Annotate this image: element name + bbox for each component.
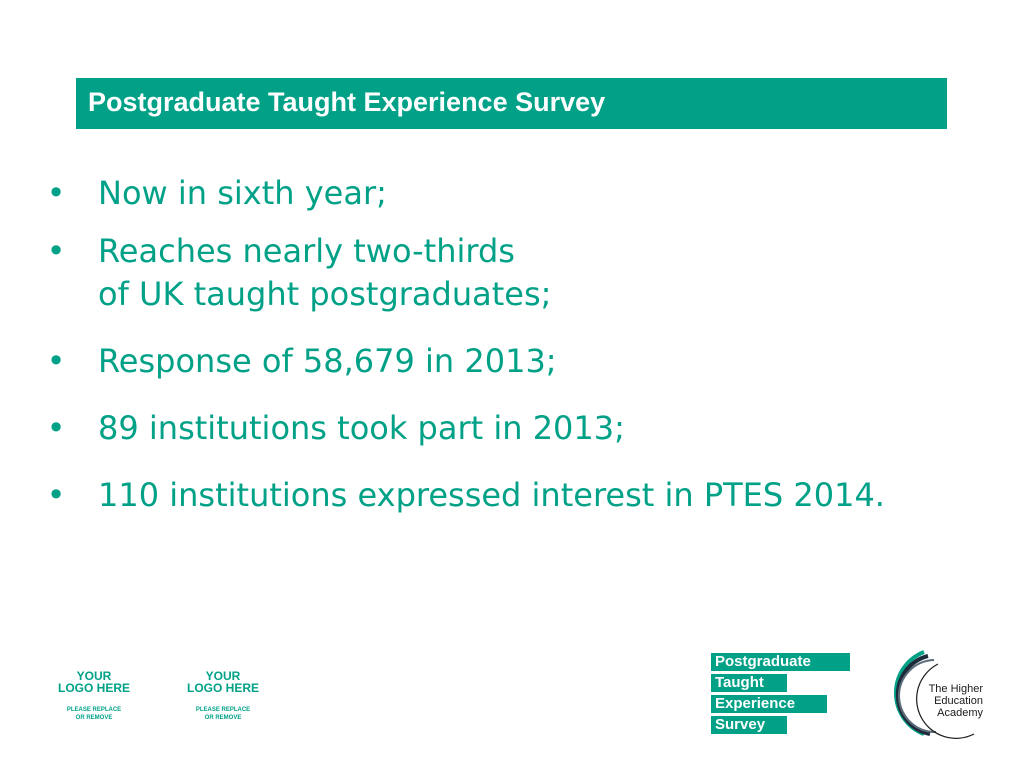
title-bar: Postgraduate Taught Experience Survey — [76, 78, 947, 129]
ptes-logo-line: Survey — [711, 716, 787, 734]
hea-logo-line: Education — [934, 695, 983, 707]
ptes-logo-line: Experience — [711, 695, 827, 713]
placeholder-sub2: OR REMOVE — [75, 715, 113, 721]
bullet-list: • Now in sixth year; • Reaches nearly tw… — [46, 168, 986, 541]
hea-logo-line: Academy — [937, 707, 983, 719]
ptes-logo-line: Postgraduate — [711, 653, 850, 671]
bullet-item: • Reaches nearly two-thirds of UK taught… — [46, 230, 986, 316]
placeholder-line1: YOUR — [76, 669, 112, 683]
hea-logo-line: The Higher — [928, 683, 983, 695]
logo-placeholder-2: YOUR LOGO HERE PLEASE REPLACE OR REMOVE — [163, 670, 283, 722]
bullet-text: Reaches nearly two-thirds of UK taught p… — [98, 232, 552, 313]
placeholder-line2: LOGO HERE — [57, 681, 130, 695]
placeholder-line2: LOGO HERE — [186, 681, 259, 695]
bullet-item: • 110 institutions expressed interest in… — [46, 474, 986, 517]
placeholder-sub1: PLEASE REPLACE — [195, 707, 251, 713]
bullet-text: 110 institutions expressed interest in P… — [98, 476, 885, 514]
ptes-logo: Postgraduate Taught Experience Survey — [711, 653, 850, 737]
placeholder-sub1: PLEASE REPLACE — [66, 707, 122, 713]
bullet-marker: • — [46, 232, 66, 270]
logo-placeholder-1: YOUR LOGO HERE PLEASE REPLACE OR REMOVE — [34, 670, 154, 722]
bullet-text: Response of 58,679 in 2013; — [98, 342, 557, 380]
ptes-logo-line: Taught — [711, 674, 787, 692]
bullet-marker: • — [46, 342, 66, 380]
bullet-item: • Now in sixth year; — [46, 168, 986, 218]
bullet-marker: • — [46, 174, 66, 212]
placeholder-sub2: OR REMOVE — [204, 715, 242, 721]
bullet-marker: • — [46, 476, 66, 514]
bullet-item: • 89 institutions took part in 2013; — [46, 407, 986, 450]
placeholder-line1: YOUR — [205, 669, 241, 683]
bullet-item: • Response of 58,679 in 2013; — [46, 340, 986, 383]
bullet-text: 89 institutions took part in 2013; — [98, 409, 625, 447]
bullet-text: Now in sixth year; — [98, 174, 387, 212]
slide-title: Postgraduate Taught Experience Survey — [88, 87, 606, 117]
hea-logo-text: The Higher Education Academy — [897, 683, 983, 719]
bullet-marker: • — [46, 409, 66, 447]
hea-logo-arcs-icon — [893, 650, 975, 739]
